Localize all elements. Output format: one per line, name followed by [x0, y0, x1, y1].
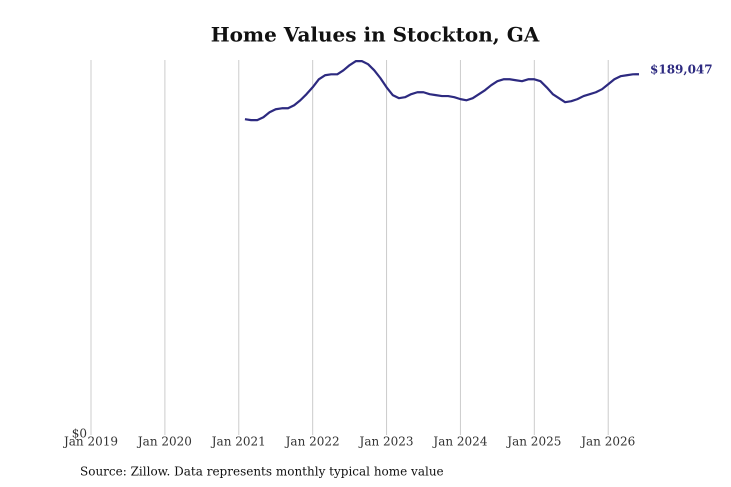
line-series: [244, 60, 640, 122]
x-tick-label: Jan 2026: [579, 435, 635, 449]
x-tick-label: Jan 2021: [210, 435, 266, 449]
x-tick-label: Jan 2020: [136, 435, 192, 449]
source-note: Source: Zillow. Data represents monthly …: [80, 465, 444, 479]
value-label: $189,047: [650, 63, 713, 77]
x-tick-label: Jan 2023: [358, 435, 414, 449]
x-tick-label: Jan 2019: [62, 435, 118, 449]
y-tick-label: $0: [72, 427, 87, 441]
chart-title: Home Values in Stockton, GA: [211, 23, 540, 47]
x-tick-label: Jan 2024: [431, 435, 487, 449]
x-tick-label: Jan 2025: [505, 435, 561, 449]
x-tick-label: Jan 2022: [284, 435, 340, 449]
